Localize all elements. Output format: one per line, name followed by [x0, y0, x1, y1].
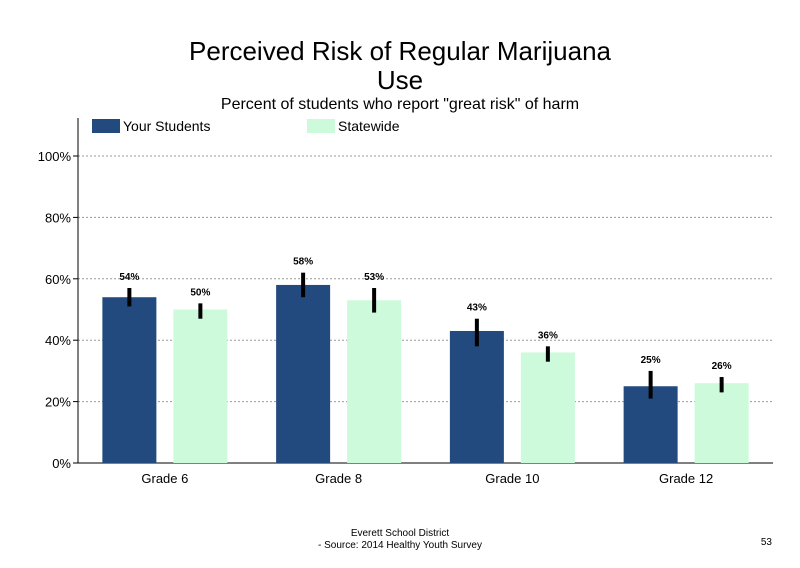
x-tick-label: Grade 12 — [659, 471, 713, 486]
data-label: 54% — [119, 272, 139, 283]
y-tick-label: 80% — [45, 210, 71, 225]
x-tick-label: Grade 8 — [315, 471, 362, 486]
data-label: 58% — [293, 257, 313, 268]
data-label: 43% — [467, 303, 487, 314]
chart-subtitle: Percent of students who report "great ri… — [220, 96, 580, 113]
legend-label-statewide: Statewide — [338, 118, 400, 134]
bar-your-students — [623, 386, 678, 463]
y-tick-label: 100% — [38, 149, 72, 164]
y-tick-label: 60% — [45, 272, 71, 287]
x-tick-label: Grade 6 — [141, 471, 188, 486]
data-label: 36% — [538, 330, 558, 341]
page-number: 53 — [760, 537, 772, 548]
data-label: 26% — [712, 361, 732, 372]
chart-title-line2: Use — [376, 65, 424, 95]
footer-district: Everett School District — [350, 528, 450, 539]
footer-source: - Source: 2014 Healthy Youth Survey — [318, 540, 482, 551]
y-tick-label: 20% — [45, 395, 71, 410]
bar-your-students — [102, 297, 157, 463]
legend-label-your-students: Your Students — [123, 118, 211, 134]
y-tick-label: 40% — [45, 333, 71, 348]
x-tick-label: Grade 10 — [485, 471, 539, 486]
y-tick-label: 0% — [52, 456, 71, 471]
legend-swatch-statewide — [307, 119, 335, 133]
legend-swatch-your-students — [92, 119, 120, 133]
bar-statewide — [520, 352, 575, 463]
bar-your-students — [449, 330, 504, 463]
bar-your-students — [276, 284, 331, 463]
bar-statewide — [347, 300, 402, 463]
data-label: 50% — [190, 287, 210, 298]
data-label: 25% — [641, 355, 661, 366]
bar-statewide — [173, 309, 228, 463]
chart-title-line1: Perceived Risk of Regular Marijuana — [189, 36, 611, 66]
bar-statewide — [694, 383, 749, 463]
data-label: 53% — [364, 272, 384, 283]
